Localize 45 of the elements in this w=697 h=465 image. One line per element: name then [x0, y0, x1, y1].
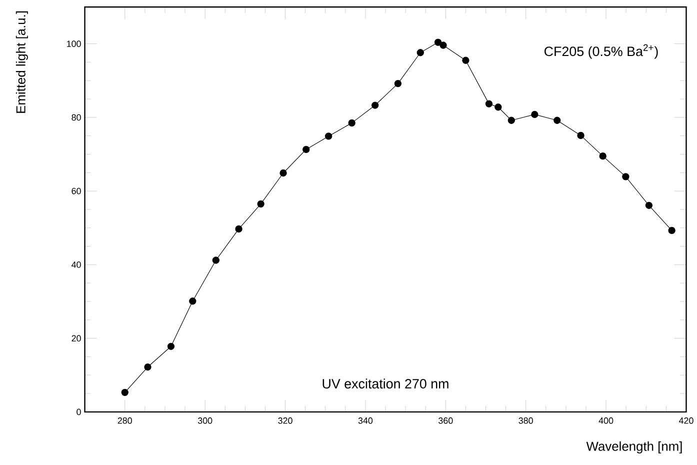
- point: [508, 116, 515, 124]
- annotation: UV excitation 270 nm: [322, 378, 448, 389]
- point: [302, 146, 310, 154]
- x-tick-label: 300: [198, 418, 212, 424]
- point: [121, 388, 128, 396]
- point: [280, 170, 287, 177]
- point: [440, 42, 447, 49]
- x-tick-label: 420: [678, 418, 694, 424]
- point: [599, 152, 606, 160]
- point: [212, 256, 220, 264]
- point: [554, 116, 561, 124]
- y-tick-label: 60: [72, 188, 81, 194]
- x-tick-label: 320: [278, 418, 292, 424]
- point: [189, 298, 196, 305]
- point: [235, 225, 242, 233]
- point: [144, 364, 152, 371]
- point: [577, 132, 584, 140]
- x-tick-label: 280: [118, 418, 132, 424]
- x-tick-label: 380: [518, 418, 533, 424]
- point: [167, 342, 175, 350]
- y-tick-label: 0: [76, 408, 81, 416]
- point: [485, 100, 493, 108]
- annotation: CF205 (0.5% Ba$^{2+}$): [544, 44, 658, 59]
- point: [668, 226, 676, 234]
- point: [416, 49, 424, 56]
- y-tick-label: 80: [72, 114, 81, 121]
- point: [324, 132, 332, 140]
- point: [622, 173, 630, 180]
- y-tick-label: 20: [72, 335, 81, 342]
- point: [348, 119, 356, 127]
- point: [462, 56, 470, 64]
- point: [394, 80, 402, 88]
- x-axis-title: Wavelength [nm]: [586, 441, 682, 454]
- x-tick-label: 340: [358, 418, 373, 424]
- point: [494, 104, 502, 111]
- point: [434, 38, 442, 46]
- y-axis-title: Emitted light [a.u.]: [16, 12, 28, 113]
- y-tick-label: 100: [67, 40, 81, 48]
- x-tick-label: 360: [438, 418, 453, 424]
- point: [645, 202, 653, 210]
- point: [257, 200, 264, 208]
- x-tick-label: 400: [598, 418, 614, 424]
- y-tick-label: 40: [72, 262, 81, 268]
- point: [531, 110, 538, 118]
- point: [372, 102, 379, 109]
